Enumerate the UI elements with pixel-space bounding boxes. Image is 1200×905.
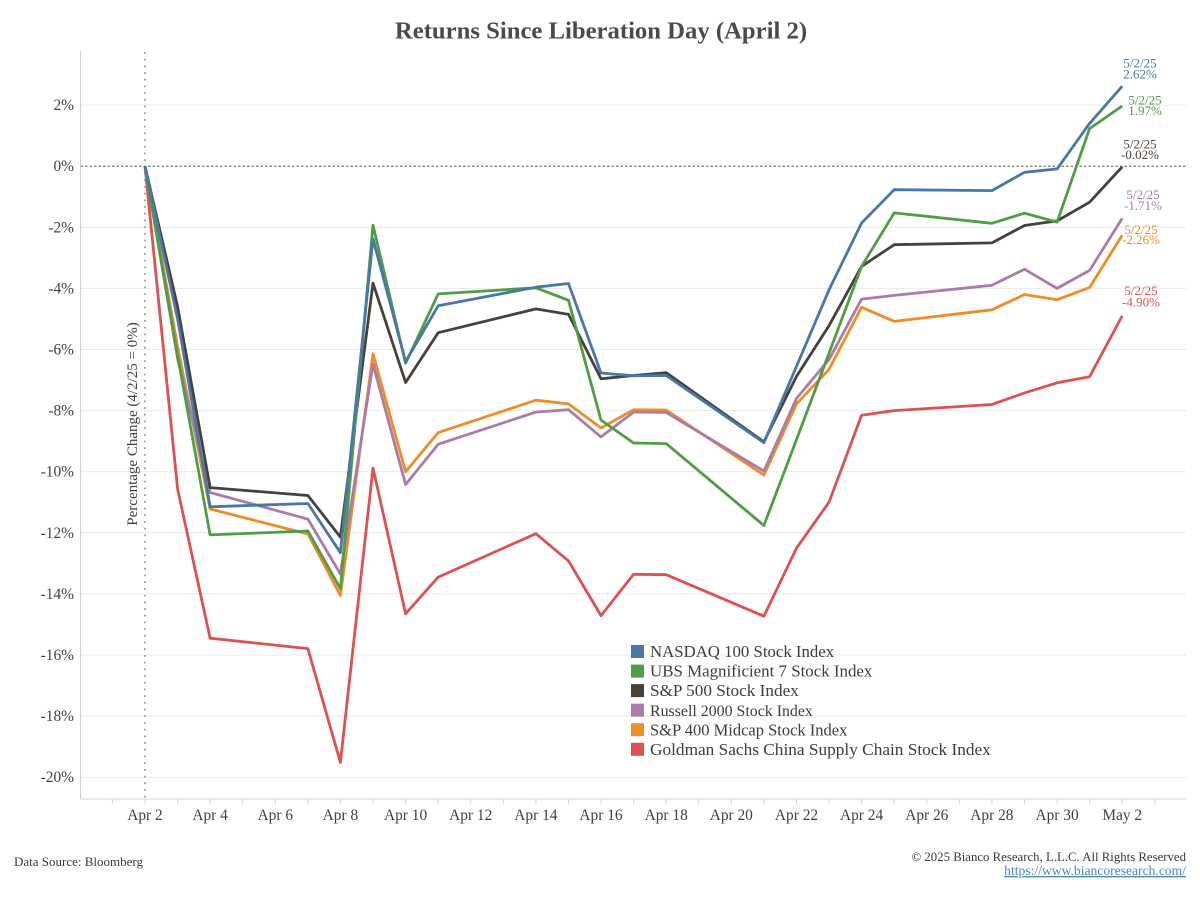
svg-text:May 2: May 2	[1102, 807, 1142, 824]
svg-text:-20%: -20%	[41, 769, 75, 786]
svg-text:Apr 18: Apr 18	[645, 807, 688, 824]
svg-text:NASDAQ 100 Stock Index: NASDAQ 100 Stock Index	[650, 642, 835, 661]
svg-text:S&P 400 Midcap Stock Index: S&P 400 Midcap Stock Index	[650, 720, 848, 739]
svg-text:5/2/25: 5/2/25	[1126, 187, 1159, 202]
svg-text:Goldman Sachs China Supply Cha: Goldman Sachs China Supply Chain Stock I…	[650, 740, 991, 759]
svg-text:2%: 2%	[53, 97, 74, 114]
svg-text:-14%: -14%	[41, 586, 75, 603]
svg-text:-2%: -2%	[48, 219, 74, 236]
svg-text:Apr 12: Apr 12	[449, 807, 492, 824]
svg-text:-12%: -12%	[41, 525, 75, 542]
svg-text:https://www.biancoresearch.com: https://www.biancoresearch.com/	[1004, 863, 1186, 878]
svg-text:Returns Since Liberation Day (: Returns Since Liberation Day (April 2)	[395, 18, 807, 45]
svg-text:Apr 4: Apr 4	[192, 807, 228, 824]
svg-text:Apr 20: Apr 20	[710, 807, 753, 824]
svg-text:-2.26%: -2.26%	[1122, 232, 1160, 247]
svg-text:-10%: -10%	[41, 464, 75, 481]
svg-text:5/2/25: 5/2/25	[1124, 222, 1157, 237]
svg-text:-1.71%: -1.71%	[1124, 198, 1162, 213]
svg-text:-6%: -6%	[48, 342, 74, 359]
svg-text:5/2/25: 5/2/25	[1124, 283, 1157, 298]
svg-text:-0.02%: -0.02%	[1121, 147, 1159, 162]
svg-text:-8%: -8%	[48, 403, 74, 420]
svg-text:-4%: -4%	[48, 280, 74, 297]
svg-text:UBS Magnificient 7 Stock Index: UBS Magnificient 7 Stock Index	[650, 662, 873, 681]
svg-text:5/2/25: 5/2/25	[1128, 92, 1161, 107]
svg-text:-4.90%: -4.90%	[1122, 294, 1160, 309]
svg-text:© 2025 Bianco Research, L.L.C.: © 2025 Bianco Research, L.L.C. All Right…	[911, 850, 1186, 864]
svg-text:Apr 30: Apr 30	[1036, 807, 1079, 824]
svg-text:0%: 0%	[53, 158, 74, 175]
svg-text:2.62%: 2.62%	[1123, 67, 1157, 82]
svg-text:Russell 2000 Stock Index: Russell 2000 Stock Index	[650, 703, 813, 720]
svg-text:1.97%: 1.97%	[1128, 103, 1162, 118]
svg-text:Percentage Change (4/2/25 = 0%: Percentage Change (4/2/25 = 0%)	[125, 322, 141, 525]
svg-text:Apr 16: Apr 16	[579, 807, 622, 824]
svg-text:Apr 24: Apr 24	[840, 807, 883, 824]
svg-text:Apr 26: Apr 26	[905, 807, 948, 824]
svg-text:S&P 500 Stock Index: S&P 500 Stock Index	[650, 681, 799, 700]
svg-text:Data Source: Bloomberg: Data Source: Bloomberg	[14, 854, 144, 869]
svg-text:Apr 2: Apr 2	[127, 807, 162, 824]
svg-text:Apr 8: Apr 8	[323, 807, 359, 824]
svg-text:5/2/25: 5/2/25	[1123, 136, 1156, 151]
svg-text:Apr 22: Apr 22	[775, 807, 818, 824]
svg-text:Apr 10: Apr 10	[384, 807, 427, 824]
svg-text:Apr 28: Apr 28	[970, 807, 1013, 824]
svg-text:-18%: -18%	[41, 708, 75, 725]
svg-text:-16%: -16%	[41, 647, 75, 664]
svg-text:Apr 6: Apr 6	[258, 807, 294, 824]
svg-text:5/2/25: 5/2/25	[1123, 56, 1156, 71]
svg-text:Apr 14: Apr 14	[514, 807, 557, 824]
